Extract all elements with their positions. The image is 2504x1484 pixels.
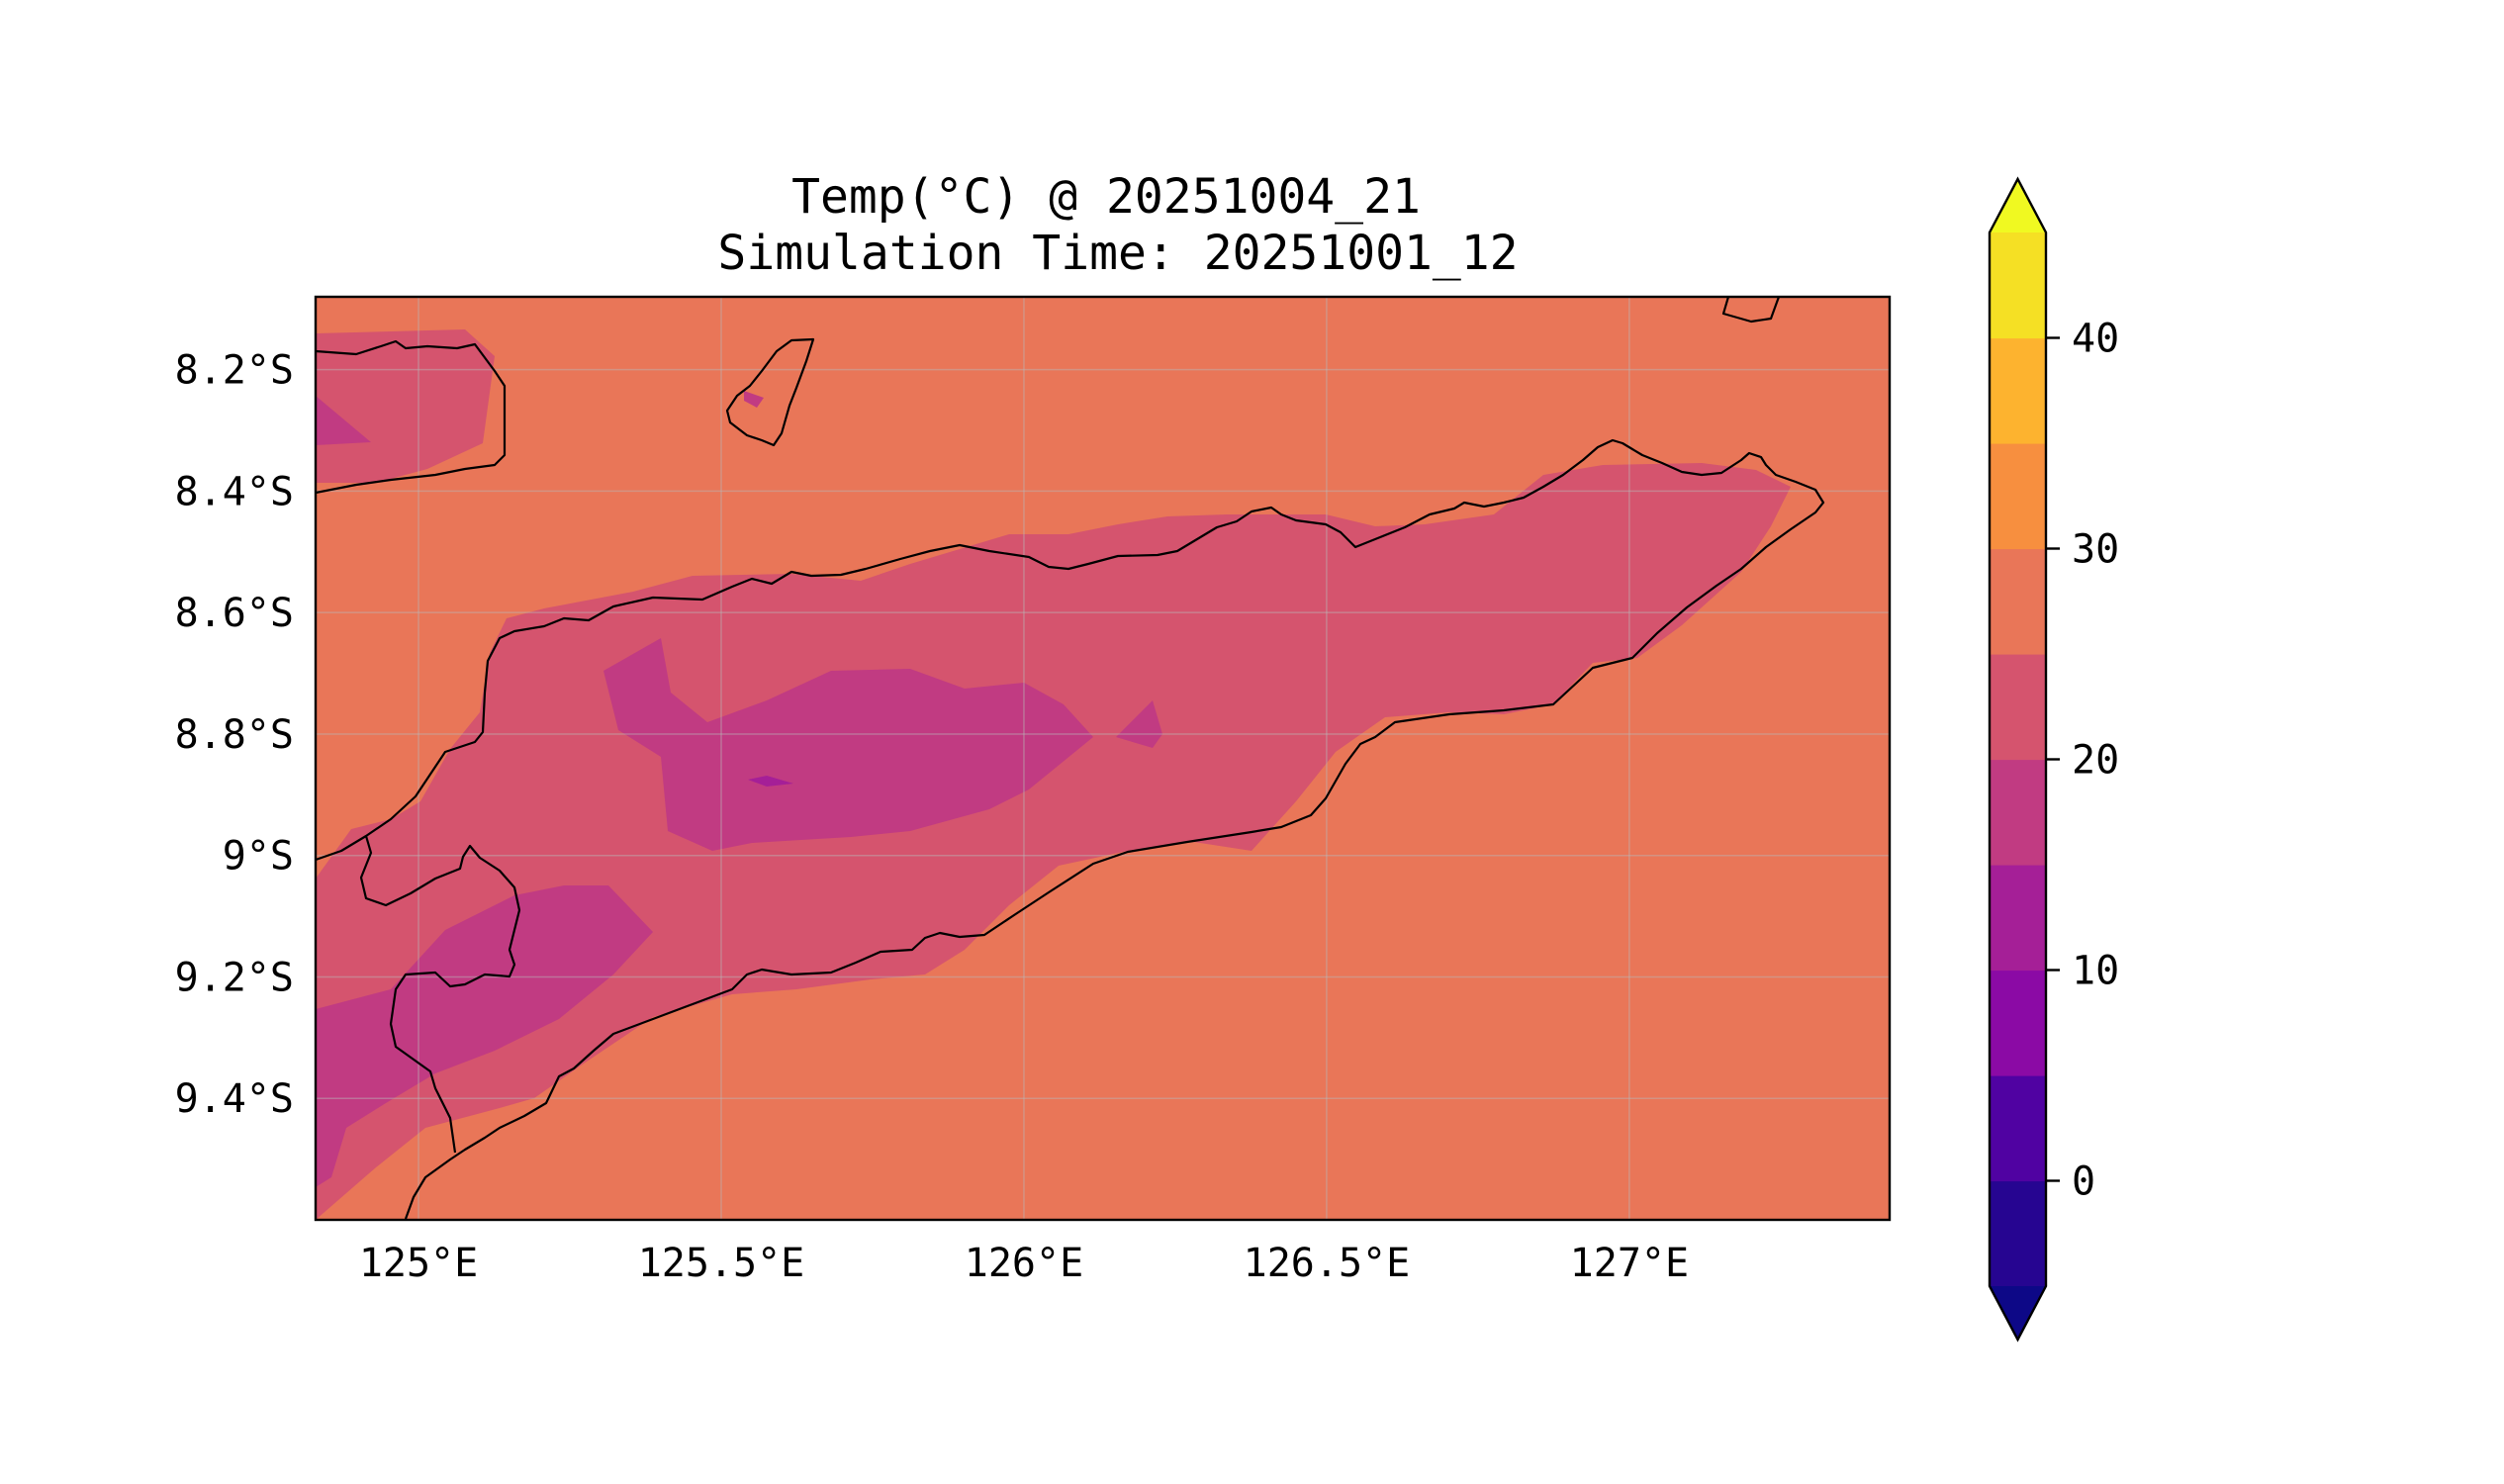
y-tick-label: 9.4°S [175,1076,294,1122]
colorbar-tick-label: 40 [2072,317,2119,362]
coastline-timor-south [359,835,521,1154]
latitude-axis: 8.2°S 8.4°S 8.6°S 8.8°S 9°S 9.2°S 9.4°S [175,348,294,1123]
coastlines [316,297,1825,1220]
colorbar-tick-label: 30 [2072,527,2119,573]
colorbar-segment [1990,1075,2046,1182]
colorbar-outline [1988,176,2048,1343]
colorbar-segment [1990,970,2046,1076]
longitude-axis: 125°E 125.5°E 126°E 126.5°E 127°E [359,1241,1689,1286]
map-title: Temp(°C) @ 20251004_21 [791,169,1421,225]
x-tick-label: 126°E [965,1241,1083,1286]
colorbar-segment [1990,548,2046,655]
x-tick-label: 127°E [1570,1241,1689,1286]
coastline-wetar [1721,297,1781,324]
coastline-alor [316,339,507,495]
y-tick-label: 8.8°S [175,712,294,758]
y-tick-label: 8.4°S [175,469,294,514]
colorbar-tick-label: 0 [2072,1159,2095,1205]
contour-level-15-20 [316,391,1162,1187]
colorbar-segment [1990,759,2046,866]
colorbar-segment [1990,337,2046,444]
colorbar: 0 10 20 30 40 [1988,176,2119,1343]
colorbar-segment [1990,443,2046,550]
y-tick-label: 8.6°S [175,591,294,636]
colorbar-tick-label: 10 [2072,949,2119,994]
colorbar-segment [1990,1180,2046,1287]
x-tick-label: 126.5°E [1244,1241,1411,1286]
contour-level-10-15 [748,776,793,787]
x-tick-label: 125.5°E [638,1241,805,1286]
map-gridlines [316,297,1890,1220]
contour-level-20-25 [316,329,1791,1220]
coastline-atauro [725,337,815,447]
map-subtitle: Simulation Time: 20251001_12 [717,226,1518,281]
x-tick-label: 125°E [359,1241,478,1286]
y-tick-label: 9°S [223,834,294,880]
y-tick-label: 9.2°S [175,955,294,1000]
colorbar-extend-over [1990,179,2046,232]
colorbar-segment [1990,232,2046,339]
map-frame [314,295,1892,1222]
colorbar-tick-label: 20 [2072,738,2119,784]
colorbar-segment [1990,865,2046,972]
y-tick-label: 8.2°S [175,348,294,394]
colorbar-extend-under [1990,1286,2046,1340]
coastline-timor-north [316,438,1825,1220]
colorbar-segment [1990,654,2046,761]
map-panel [316,297,1890,1220]
